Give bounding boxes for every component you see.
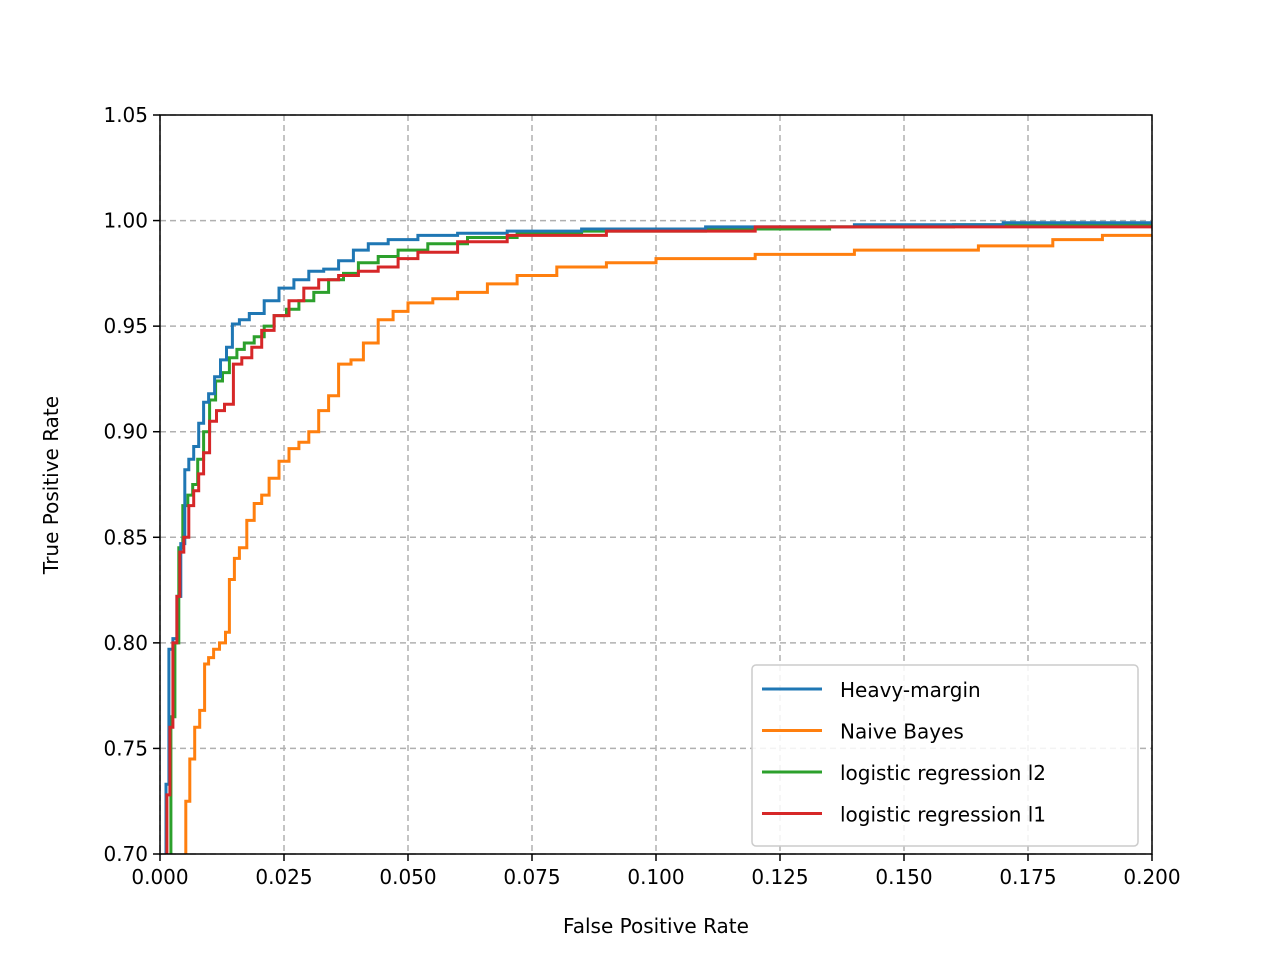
- x-tick-label: 0.150: [875, 865, 932, 889]
- x-tick-label: 0.000: [131, 865, 188, 889]
- legend-entry-label: Heavy-margin: [840, 678, 981, 702]
- x-tick-label: 0.075: [503, 865, 560, 889]
- legend-entry-label: logistic regression l1: [840, 803, 1046, 827]
- y-tick-label: 0.85: [103, 525, 148, 549]
- x-tick-label: 0.175: [999, 865, 1056, 889]
- x-tick-label: 0.050: [379, 865, 436, 889]
- legend-entry-label: logistic regression l2: [840, 761, 1046, 785]
- x-tick-label: 0.200: [1123, 865, 1180, 889]
- legend-box: [751, 664, 1139, 847]
- y-tick-label: 0.95: [103, 314, 148, 338]
- series-line-logistic-regression-l1: [165, 225, 1152, 854]
- x-tick-label: 0.125: [751, 865, 808, 889]
- series-line-heavy-margin: [164, 221, 1152, 854]
- y-tick-label: 0.75: [103, 736, 148, 760]
- x-tick-label: 0.100: [627, 865, 684, 889]
- series-group: [164, 221, 1152, 854]
- legend-entry-label: Naive Bayes: [840, 720, 964, 744]
- y-tick-label: 0.90: [103, 420, 148, 444]
- y-tick-label: 1.00: [103, 209, 148, 233]
- y-axis-label: True Positive Rate: [39, 396, 63, 575]
- legend: Heavy-margin Naive Bayes logistic regressi…: [751, 664, 1139, 847]
- y-axis: 0.70 0.75 0.80 0.85 0.90 0.95 1.00 1.05: [103, 103, 160, 866]
- series-line-naive-bayes: [184, 233, 1152, 854]
- y-tick-label: 0.70: [103, 842, 148, 866]
- y-tick-label: 1.05: [103, 103, 148, 127]
- x-tick-label: 0.025: [255, 865, 312, 889]
- x-axis: 0.000 0.025 0.050 0.075 0.100 0.125 0.150 0.175…: [131, 854, 1181, 889]
- y-tick-label: 0.80: [103, 631, 148, 655]
- x-axis-label: False Positive Rate: [563, 914, 749, 938]
